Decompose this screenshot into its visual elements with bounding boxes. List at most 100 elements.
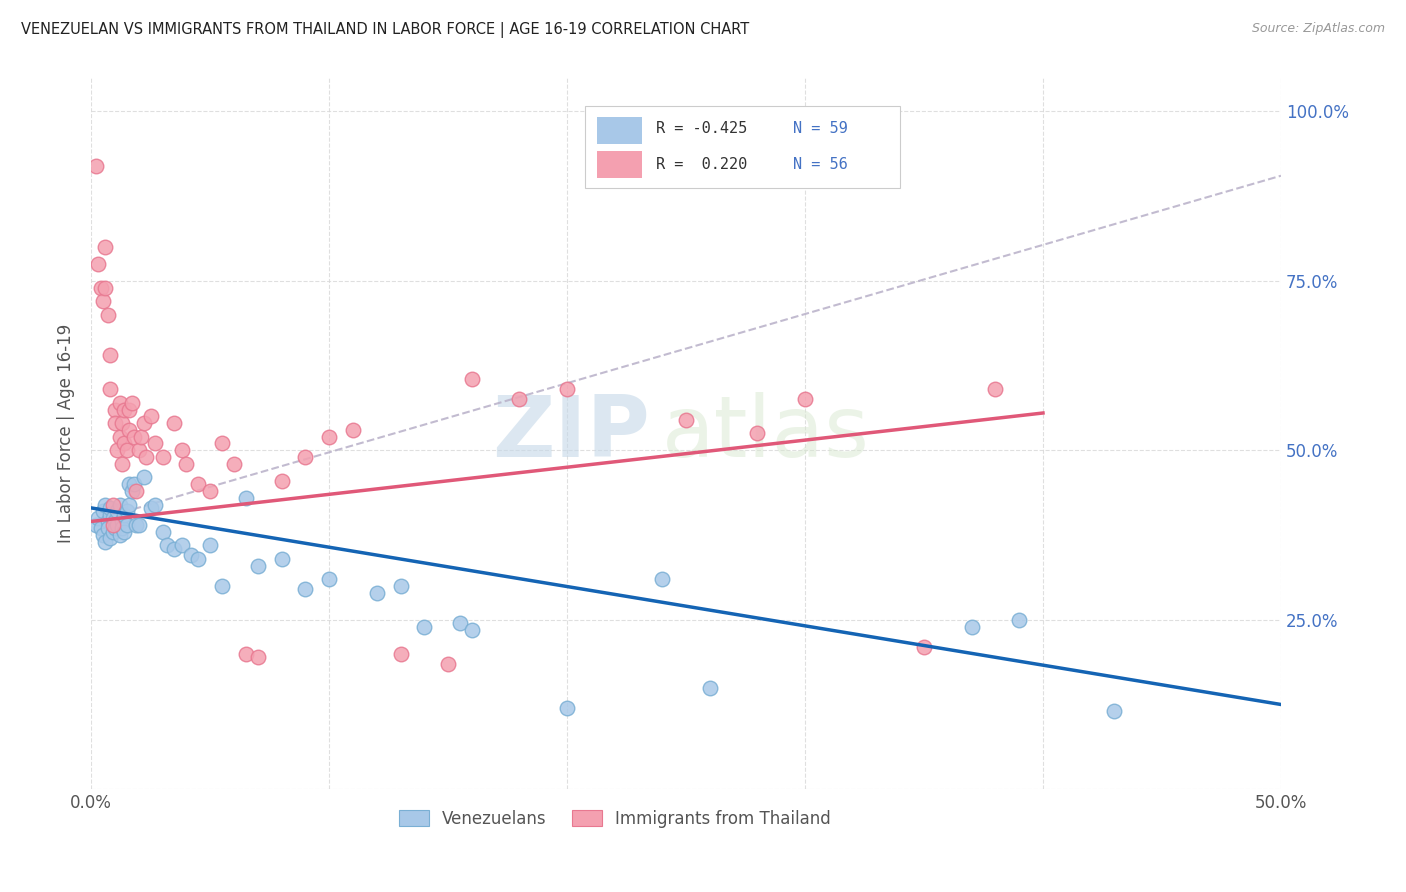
Point <box>211 436 233 450</box>
Point <box>101 511 124 525</box>
Point <box>1008 613 1031 627</box>
Point <box>104 402 127 417</box>
Point <box>675 413 697 427</box>
Point <box>318 572 340 586</box>
Point <box>1104 704 1126 718</box>
Point <box>84 159 107 173</box>
Text: R =  0.220: R = 0.220 <box>657 157 748 172</box>
Text: N = 56: N = 56 <box>793 157 848 172</box>
Point <box>108 498 131 512</box>
Point <box>747 426 769 441</box>
Point <box>145 436 167 450</box>
Point <box>129 430 152 444</box>
Point <box>128 443 150 458</box>
Point <box>114 524 136 539</box>
Point <box>97 521 120 535</box>
Point <box>91 504 114 518</box>
Point <box>122 430 145 444</box>
Point <box>135 450 157 464</box>
Point <box>118 402 141 417</box>
Point <box>118 498 141 512</box>
Point <box>145 498 167 512</box>
Point <box>389 579 412 593</box>
Point <box>114 508 136 522</box>
FancyBboxPatch shape <box>585 106 900 187</box>
Point <box>912 640 935 654</box>
Point <box>163 416 186 430</box>
Point <box>125 517 148 532</box>
Point <box>222 457 245 471</box>
Point <box>101 517 124 532</box>
Point <box>794 392 817 407</box>
Point <box>342 423 364 437</box>
Point <box>163 541 186 556</box>
Point <box>108 528 131 542</box>
Point <box>366 585 388 599</box>
Point <box>87 257 110 271</box>
Point <box>104 521 127 535</box>
Point <box>449 616 471 631</box>
Point <box>114 402 136 417</box>
Point <box>294 450 316 464</box>
Point <box>98 532 121 546</box>
Point <box>97 515 120 529</box>
Point <box>389 647 412 661</box>
Text: Source: ZipAtlas.com: Source: ZipAtlas.com <box>1251 22 1385 36</box>
Point <box>111 515 134 529</box>
Point <box>187 477 209 491</box>
Point <box>121 396 143 410</box>
Point <box>98 348 121 362</box>
Point <box>94 240 117 254</box>
Point <box>152 524 174 539</box>
Point <box>97 308 120 322</box>
Point <box>651 572 673 586</box>
Point <box>984 382 1007 396</box>
Point <box>187 551 209 566</box>
Point <box>105 504 128 518</box>
Point <box>198 483 221 498</box>
Point <box>699 681 721 695</box>
Text: ZIP: ZIP <box>492 392 651 475</box>
Point <box>139 500 162 515</box>
Point <box>122 477 145 491</box>
Point <box>105 443 128 458</box>
Point <box>125 483 148 498</box>
Text: VENEZUELAN VS IMMIGRANTS FROM THAILAND IN LABOR FORCE | AGE 16-19 CORRELATION CH: VENEZUELAN VS IMMIGRANTS FROM THAILAND I… <box>21 22 749 38</box>
Point <box>170 443 193 458</box>
Text: N = 59: N = 59 <box>793 121 848 136</box>
Point <box>121 483 143 498</box>
Point <box>132 416 155 430</box>
Point <box>437 657 460 671</box>
Point <box>152 450 174 464</box>
Point <box>118 423 141 437</box>
Point <box>98 508 121 522</box>
Point <box>94 280 117 294</box>
Point <box>555 382 578 396</box>
Point <box>270 474 292 488</box>
Point <box>94 498 117 512</box>
Point <box>139 409 162 424</box>
Point <box>198 538 221 552</box>
Point <box>111 521 134 535</box>
Point <box>156 538 179 552</box>
Point <box>115 517 138 532</box>
Point <box>246 650 269 665</box>
Point <box>270 551 292 566</box>
Point <box>461 623 484 637</box>
Point <box>104 515 127 529</box>
Point <box>960 619 983 633</box>
Point <box>235 491 257 505</box>
Point <box>211 579 233 593</box>
Point <box>118 477 141 491</box>
Point <box>108 396 131 410</box>
Text: atlas: atlas <box>662 392 870 475</box>
Point <box>108 430 131 444</box>
Point <box>132 470 155 484</box>
Point <box>170 538 193 552</box>
Legend: Venezuelans, Immigrants from Thailand: Venezuelans, Immigrants from Thailand <box>392 803 838 834</box>
Point <box>176 457 198 471</box>
Point <box>94 534 117 549</box>
Point <box>461 372 484 386</box>
Point <box>115 443 138 458</box>
Point <box>98 500 121 515</box>
